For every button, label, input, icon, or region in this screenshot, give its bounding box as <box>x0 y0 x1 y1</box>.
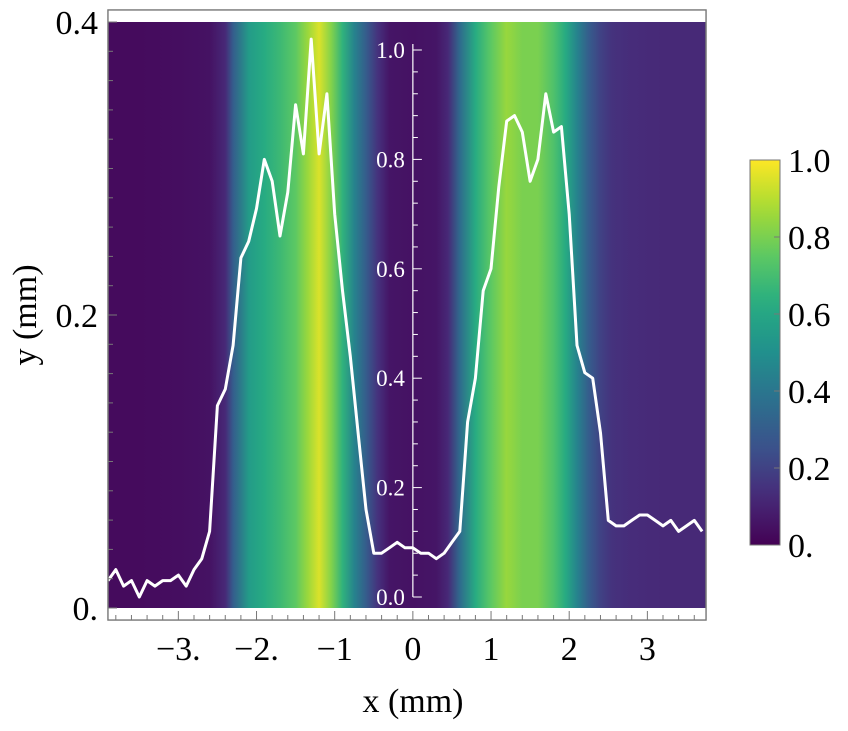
colorbar-tick-label: 0.8 <box>788 220 831 257</box>
inner-axis-tick-label: 0.0 <box>376 585 405 610</box>
colorbar-tick-label: 0.2 <box>788 451 831 488</box>
x-axis-label: x (mm) <box>362 683 463 720</box>
y-axis-label: y (mm) <box>7 264 44 365</box>
plot-bottom-margin <box>108 608 706 620</box>
inner-axis-tick-label: 0.6 <box>376 257 405 282</box>
colorbar-tick-label: 0. <box>788 528 814 565</box>
heatmap <box>108 22 706 608</box>
inner-axis-tick-label: 0.8 <box>376 147 405 172</box>
y-tick-label: 0. <box>73 591 99 628</box>
x-tick-label: 0 <box>404 631 421 668</box>
colorbar-tick-label: 1.0 <box>788 143 831 180</box>
x-tick-label: −2. <box>234 631 279 668</box>
inner-axis-tick-label: 0.2 <box>376 476 405 501</box>
profile-line-series <box>106 37 704 599</box>
x-tick-label: 2 <box>561 631 578 668</box>
x-tick-label: 1 <box>483 631 500 668</box>
y-tick-label: 0.2 <box>56 298 99 335</box>
y-tick-label: 0.4 <box>56 5 99 42</box>
x-tick-label: 3 <box>639 631 656 668</box>
colorbar-tick-label: 0.4 <box>788 374 831 411</box>
inner-axis-tick-label: 1.0 <box>376 38 405 63</box>
inner-axis-tick-label: 0.4 <box>376 366 405 391</box>
colorbar-tick-label: 0.6 <box>788 297 831 334</box>
x-tick-label: −3. <box>156 631 201 668</box>
x-tick-label: −1 <box>317 631 353 668</box>
colorbar <box>749 159 781 546</box>
plot-top-margin <box>108 10 706 22</box>
